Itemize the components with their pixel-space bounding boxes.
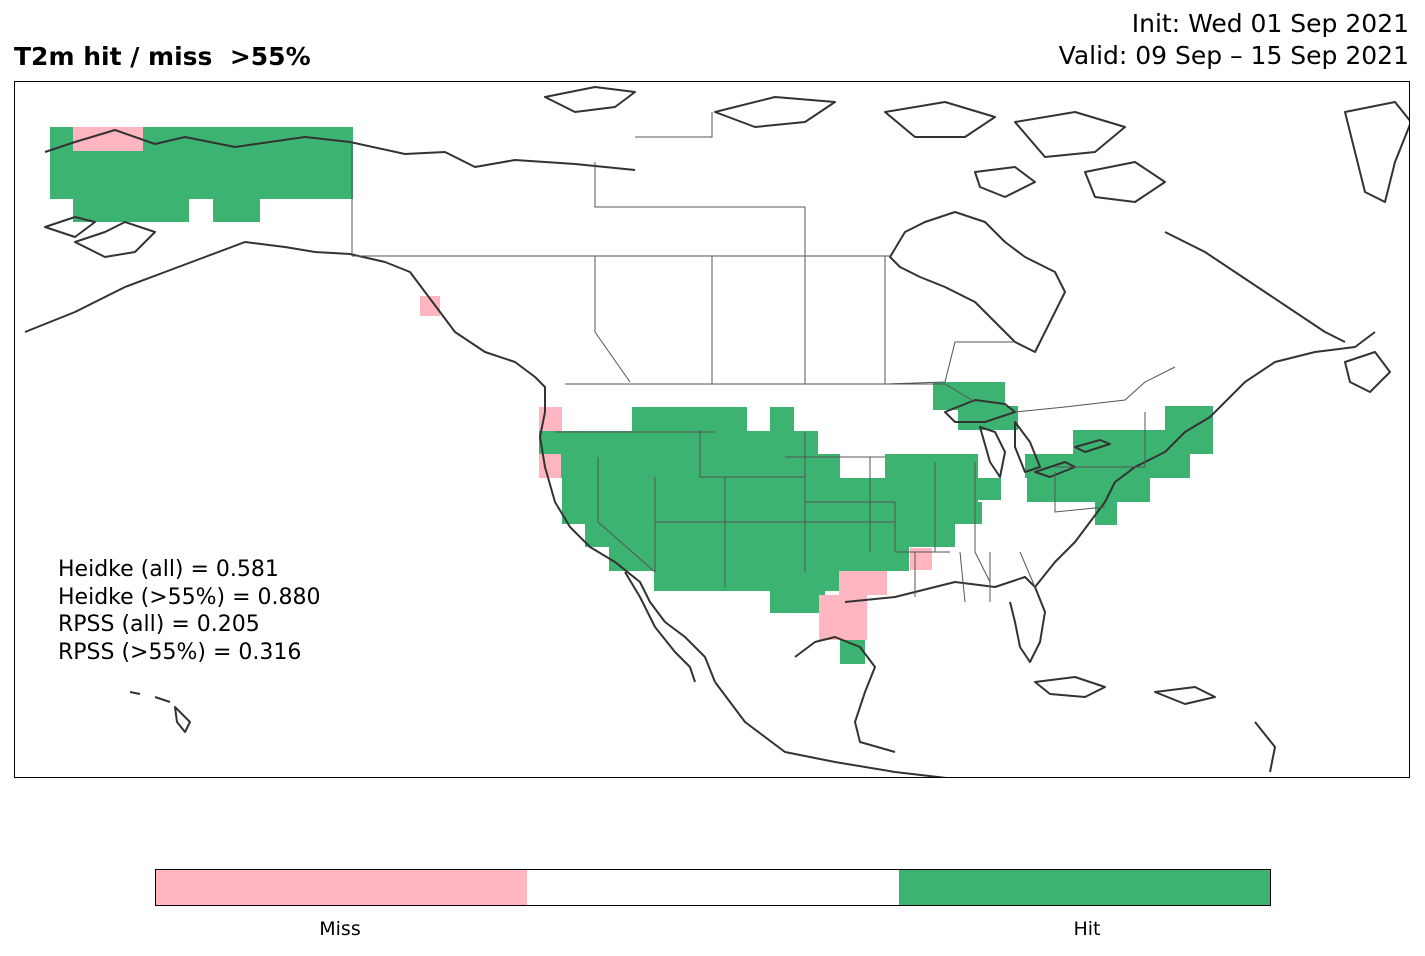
miss-cell <box>420 296 440 316</box>
miss-cell <box>819 595 867 640</box>
coastlines <box>24 86 1409 777</box>
hit-cell <box>840 638 865 664</box>
map-panel <box>14 81 1410 778</box>
hit-cell <box>213 199 260 222</box>
hit-cell <box>539 454 840 478</box>
map-title: T2m hit / miss >55% <box>14 42 311 71</box>
hit-cell <box>609 547 909 571</box>
map-canvas <box>24 86 1409 777</box>
hit-cell <box>770 407 794 431</box>
hit-cell <box>654 571 861 591</box>
hit-cell <box>562 502 982 524</box>
heidke-55-score: Heidke (>55%) = 0.880 <box>58 584 321 610</box>
colorbar-miss-label: Miss <box>319 918 361 940</box>
hit-cell <box>933 382 1005 410</box>
init-date: Init: Wed 01 Sep 2021 <box>1131 9 1409 38</box>
colorbar-neutral-segment <box>527 870 899 905</box>
colorbar <box>155 869 1271 906</box>
heidke-all-score: Heidke (all) = 0.581 <box>58 557 279 582</box>
date-info: Init: Wed 01 Sep 2021 Valid: 09 Sep – 15… <box>1059 8 1409 72</box>
score-panel: Heidke (all) = 0.581 Heidke (>55%) = 0.8… <box>58 556 321 666</box>
hit-cell <box>1027 478 1150 502</box>
colorbar-hit-segment <box>898 870 1270 905</box>
hit-cell <box>632 407 747 431</box>
hit-cell <box>73 199 189 222</box>
hit-cell <box>1095 501 1117 525</box>
valid-period: Valid: 09 Sep – 15 Sep 2021 <box>1058 41 1409 70</box>
hit-cell <box>1025 454 1190 478</box>
hit-cell <box>977 478 1001 500</box>
hit-cell <box>585 523 955 547</box>
colorbar-miss-segment <box>156 870 528 905</box>
miss-cell <box>910 548 932 570</box>
rpss-55-score: RPSS (>55%) = 0.316 <box>58 639 302 665</box>
hit-cell <box>540 431 818 455</box>
hit-cell <box>770 591 825 613</box>
rpss-all-score: RPSS (all) = 0.205 <box>58 612 260 637</box>
forecast-grid-cells <box>50 127 1213 664</box>
hit-cell <box>958 406 1018 430</box>
colorbar-hit-label: Hit <box>1073 918 1101 940</box>
political-borders <box>351 112 1176 603</box>
hit-cell <box>885 454 978 502</box>
miss-cell <box>839 571 887 595</box>
miss-cell <box>539 454 561 478</box>
